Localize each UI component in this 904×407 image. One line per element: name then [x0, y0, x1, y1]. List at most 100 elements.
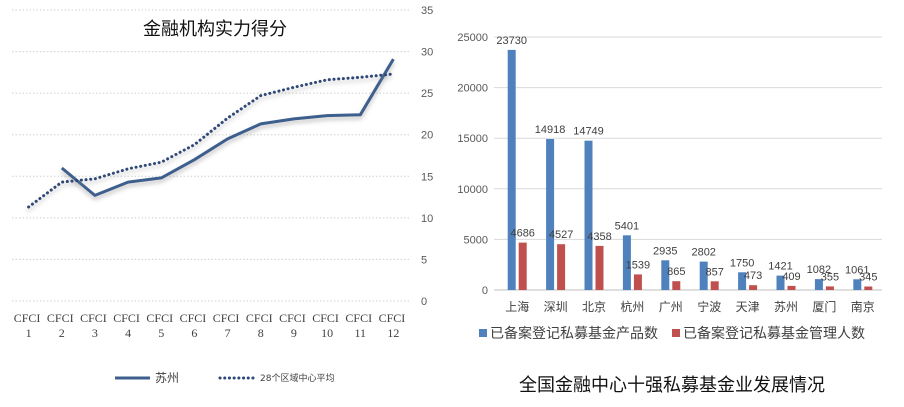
- line-y-tick-label: 5: [421, 254, 427, 266]
- data-label-series-2-category-6: 857: [706, 266, 724, 278]
- data-label-series-2-category-2: 4527: [549, 229, 573, 241]
- line-x-tick-label: CFCI 6: [180, 311, 210, 340]
- line-x-tick-label: CFCI 3: [80, 311, 110, 340]
- line-x-tick-label: CFCI 4: [113, 311, 143, 340]
- data-label-series-2-category-1: 4686: [510, 228, 534, 240]
- bar-chart-bars: [507, 49, 873, 291]
- data-label-series-2-category-4: 1539: [626, 259, 650, 271]
- series-1-point-10: [325, 114, 329, 118]
- line-x-tick-label: CFCI 5: [146, 311, 176, 340]
- bar-x-tick-label: 深圳: [544, 300, 568, 314]
- line-x-tick-label-prefix: CFCI: [312, 311, 342, 325]
- series-line-1: [60, 58, 395, 197]
- series-2-point-1: [27, 205, 31, 209]
- bar-series-1-category-8: [776, 275, 785, 290]
- line-x-tick-label-prefix: CFCI: [80, 311, 110, 325]
- line-x-tick-label-number: 2: [59, 326, 65, 340]
- line-x-tick-label-prefix: CFCI: [345, 311, 375, 325]
- line-y-tick-label: 0: [421, 296, 427, 308]
- line-x-tick-label-prefix: CFCI: [379, 311, 409, 325]
- bar-chart-title: 全国金融中心十强私募基金业发展情况: [519, 375, 825, 396]
- bar-series-1-category-7: [738, 272, 747, 290]
- line-x-tick-label-prefix: CFCI: [14, 311, 44, 325]
- legend-label: 28个区域中心平均: [260, 372, 334, 384]
- series-1-point-11: [358, 113, 362, 117]
- line-x-tick-label: CFCI 8: [246, 311, 276, 340]
- bar-series-1-category-1: [507, 49, 516, 291]
- legend-item-average: 28个区域中心平均: [218, 372, 334, 384]
- data-label-series-1-category-7: 1750: [730, 257, 754, 269]
- bar-series-2-category-1: [518, 242, 527, 290]
- series-1-point-9: [292, 117, 296, 121]
- line-x-tick-label-prefix: CFCI: [279, 311, 309, 325]
- series-1-point-8: [259, 122, 263, 126]
- bar-x-tick-label: 南京: [851, 299, 875, 314]
- bar-series-2-category-3: [595, 245, 604, 290]
- legend-swatch-blue: [479, 329, 487, 337]
- line-x-tick-label-prefix: CFCI: [113, 311, 143, 325]
- line-x-tick-label: CFCI 12: [379, 311, 409, 340]
- series-2-point-7: [226, 116, 230, 120]
- bar-x-tick-label: 天津: [736, 300, 760, 314]
- bar-series-1-category-2: [546, 139, 555, 290]
- series-line-2: [27, 72, 395, 209]
- legend-item-managers: 已备案登记私募基金管理人数: [672, 325, 865, 342]
- line-x-tick-label-number: 5: [158, 326, 164, 340]
- bar-chart-axes: 0 5000 10000 15000 20000 25000 上海 深圳 北京 杭州 广州 宁波 天津苏…: [457, 32, 874, 314]
- series-1-point-4: [126, 180, 130, 184]
- series-1-point-5: [159, 176, 163, 180]
- bar-series-2-category-2: [557, 244, 566, 290]
- line-x-tick-label-number: 1: [26, 326, 32, 340]
- bar-x-tick-label: 北京: [582, 300, 606, 314]
- data-label-series-1-category-5: 2935: [653, 245, 677, 257]
- line-y-tick-label: 15: [421, 171, 433, 183]
- line-x-tick-label: CFCI 2: [47, 311, 77, 340]
- bar-x-tick-label: 广州: [659, 300, 683, 314]
- series-2-point-9: [292, 85, 296, 89]
- line-x-tick-label-prefix: CFCI: [146, 311, 176, 325]
- data-label-series-1-category-10: 1061: [845, 264, 869, 276]
- line-x-tick-label-prefix: CFCI: [180, 311, 210, 325]
- legend-label: 已备案登记私募基金管理人数: [683, 325, 865, 342]
- line-x-tick-label-number: 8: [258, 326, 264, 340]
- bar-y-tick-label: 5000: [464, 234, 488, 246]
- line-x-tick-label-number: 9: [291, 326, 297, 340]
- line-chart-title: 金融机构实力得分: [143, 19, 287, 40]
- series-2-point-3: [93, 177, 97, 181]
- line-x-tick-label-prefix: CFCI: [47, 311, 77, 325]
- line-x-tick-label-number: 12: [387, 326, 399, 340]
- legend-item-products: 已备案登记私募基金产品数: [479, 325, 658, 342]
- bar-y-tick-label: 20000: [457, 83, 488, 95]
- series-2-point-12: [391, 72, 395, 76]
- bar-series-1-category-3: [584, 140, 593, 290]
- data-label-series-2-category-3: 4358: [587, 231, 611, 243]
- series-2-point-4: [126, 167, 130, 171]
- line-y-tick-label: 35: [421, 5, 433, 17]
- line-x-tick-label: CFCI 9: [279, 311, 309, 340]
- bar-chart-legend: 已备案登记私募基金产品数 已备案登记私募基金管理人数: [479, 325, 865, 342]
- line-x-tick-label-number: 4: [125, 326, 131, 340]
- line-x-tick-label-number: 3: [92, 326, 98, 340]
- series-1-point-12: [391, 57, 395, 61]
- legend-label: 苏州: [155, 371, 179, 385]
- line-x-tick-label-number: 6: [191, 326, 197, 340]
- line-y-tick-label: 20: [421, 130, 433, 142]
- bar-series-2-category-10: [864, 286, 873, 290]
- bar-x-tick-label: 宁波: [697, 299, 721, 314]
- series-2-point-11: [358, 75, 362, 79]
- series-1-point-3: [93, 193, 97, 197]
- series-2-point-6: [192, 143, 196, 147]
- bar-y-tick-label: 25000: [457, 32, 488, 44]
- bar-x-tick-label: 苏州: [774, 300, 798, 314]
- bar-series-2-category-5: [672, 281, 681, 290]
- series-1-point-6: [192, 158, 196, 162]
- data-label-series-1-category-1: 23730: [496, 35, 527, 47]
- legend-item-suzhou: 苏州: [115, 371, 179, 385]
- series-1-point-7: [226, 137, 230, 141]
- data-label-series-2-category-10: 345: [859, 272, 877, 284]
- data-label-series-1-category-9: 1082: [807, 264, 831, 276]
